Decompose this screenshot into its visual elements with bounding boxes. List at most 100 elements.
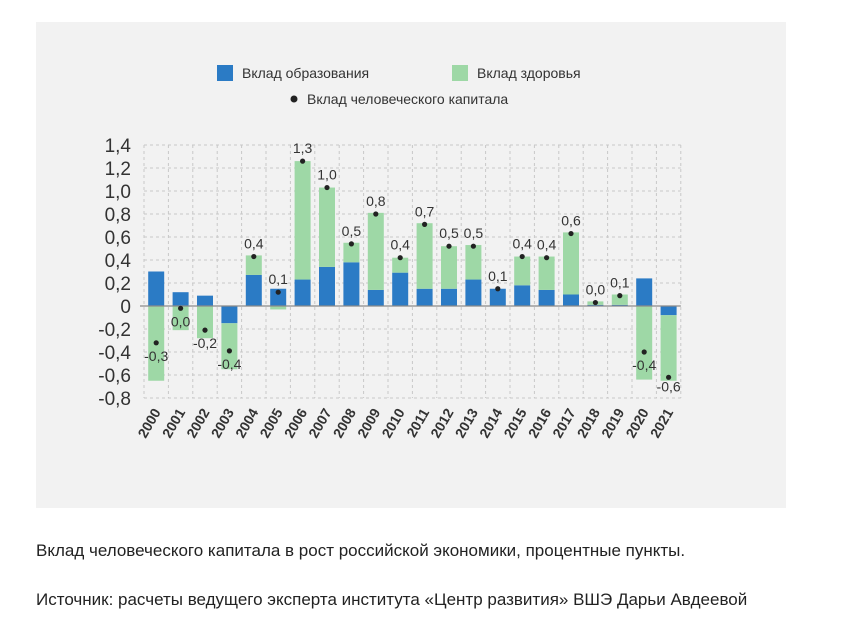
bar-health bbox=[319, 187, 335, 267]
x-tick-label: 2007 bbox=[305, 405, 335, 440]
x-tick-label: 2001 bbox=[159, 405, 189, 440]
total-label: 0,0 bbox=[171, 313, 191, 329]
bar-health bbox=[270, 306, 287, 310]
x-tick-label: 2012 bbox=[427, 405, 457, 440]
bar-education bbox=[367, 289, 384, 306]
bars bbox=[148, 161, 677, 381]
total-point bbox=[397, 255, 403, 261]
bar-education bbox=[514, 285, 531, 306]
legend-label-education: Вклад образования bbox=[242, 65, 369, 81]
total-point bbox=[470, 243, 476, 249]
x-tick-label: 2016 bbox=[525, 405, 555, 440]
x-tick-label: 2011 bbox=[403, 405, 432, 439]
total-point bbox=[519, 253, 525, 260]
total-label: 1,3 bbox=[293, 140, 313, 156]
total-label: 0,8 bbox=[366, 193, 386, 209]
x-tick-label: 2006 bbox=[281, 405, 311, 440]
y-tick-label: -0,2 bbox=[98, 320, 131, 341]
total-label: 1,0 bbox=[317, 167, 337, 183]
y-tick-label: 0,8 bbox=[105, 205, 131, 226]
bar-education bbox=[441, 288, 457, 306]
y-tick-label: -0,8 bbox=[98, 389, 131, 410]
x-tick-label: 2019 bbox=[598, 405, 628, 440]
bar-education bbox=[319, 266, 335, 306]
total-point bbox=[153, 340, 159, 346]
total-point bbox=[324, 184, 330, 191]
bar-health bbox=[441, 246, 457, 289]
x-tick-label: 2015 bbox=[500, 405, 530, 440]
bar-health bbox=[197, 306, 213, 339]
x-tick-label: 2004 bbox=[232, 405, 262, 440]
bar-education bbox=[148, 271, 165, 306]
total-label: 0,0 bbox=[586, 282, 606, 298]
total-label: 0,1 bbox=[268, 271, 288, 287]
bar-health bbox=[660, 315, 677, 381]
bar-education bbox=[294, 279, 311, 306]
bar-education bbox=[221, 306, 238, 324]
total-label: 0,5 bbox=[464, 225, 484, 241]
chart-source: Источник: расчеты ведущего эксперта инст… bbox=[36, 590, 748, 609]
x-tick-label: 2005 bbox=[256, 405, 286, 440]
total-point bbox=[251, 253, 257, 260]
bar-health bbox=[392, 257, 409, 273]
x-axis: 2000200120022003200420052006200720082009… bbox=[134, 405, 676, 440]
legend-swatch-education bbox=[217, 65, 233, 81]
y-tick-label: -0,6 bbox=[98, 366, 131, 387]
total-point bbox=[275, 289, 281, 295]
x-tick-label: 2002 bbox=[183, 405, 213, 440]
bar-health bbox=[294, 161, 311, 280]
grid bbox=[143, 144, 682, 399]
total-label: -0,3 bbox=[144, 348, 168, 364]
x-tick-label: 2021 bbox=[647, 405, 677, 440]
total-point bbox=[446, 243, 452, 249]
bar-education bbox=[660, 306, 677, 316]
total-point bbox=[495, 286, 501, 292]
bar-health bbox=[465, 245, 482, 280]
y-tick-label: 0,6 bbox=[105, 228, 131, 249]
x-tick-label: 2010 bbox=[378, 405, 408, 440]
chart-caption: Вклад человеческого капитала в рост росс… bbox=[36, 541, 686, 560]
legend-swatch-health bbox=[452, 65, 468, 81]
total-label: 0,1 bbox=[610, 275, 630, 291]
bar-health bbox=[636, 306, 653, 380]
bar-education bbox=[465, 279, 482, 306]
total-label: 0,5 bbox=[342, 223, 362, 239]
bar-education bbox=[197, 295, 213, 306]
bar-health bbox=[245, 255, 262, 275]
x-tick-label: 2014 bbox=[476, 405, 506, 440]
total-point bbox=[617, 293, 623, 299]
total-label: 0,4 bbox=[512, 236, 532, 252]
y-tick-label: -0,4 bbox=[98, 343, 131, 364]
total-point bbox=[666, 374, 672, 380]
x-tick-label: 2009 bbox=[354, 405, 384, 440]
bar-health bbox=[367, 212, 384, 290]
bar-education bbox=[172, 292, 189, 306]
y-axis: -0,8-0,6-0,4-0,200,20,40,60,81,01,21,4 bbox=[98, 136, 681, 410]
total-point bbox=[202, 327, 208, 333]
bar-health bbox=[514, 256, 531, 286]
bar-education bbox=[538, 289, 555, 306]
bar-education bbox=[392, 272, 409, 306]
legend-label-total: Вклад человеческого капитала bbox=[307, 91, 508, 107]
bar-education bbox=[416, 288, 433, 306]
total-label: -0,6 bbox=[657, 378, 681, 394]
bar-health bbox=[416, 223, 433, 289]
total-label: 0,4 bbox=[390, 237, 410, 253]
legend: Вклад образования Вклад здоровья Вклад ч… bbox=[217, 65, 581, 107]
total-point bbox=[178, 305, 184, 311]
x-tick-label: 2003 bbox=[208, 405, 238, 440]
total-point bbox=[300, 158, 306, 164]
total-label: 0,4 bbox=[244, 236, 264, 252]
total-label: 0,7 bbox=[415, 203, 435, 219]
legend-marker-total bbox=[290, 95, 298, 103]
bar-education bbox=[245, 274, 262, 306]
total-point bbox=[226, 348, 232, 354]
bar-education bbox=[270, 288, 287, 306]
total-label: -0,4 bbox=[632, 357, 656, 373]
total-label: 0,4 bbox=[537, 237, 557, 253]
chart-panel bbox=[36, 22, 786, 508]
y-tick-label: 0,4 bbox=[105, 251, 132, 272]
total-label: 0,1 bbox=[488, 268, 508, 284]
total-point bbox=[373, 211, 379, 217]
